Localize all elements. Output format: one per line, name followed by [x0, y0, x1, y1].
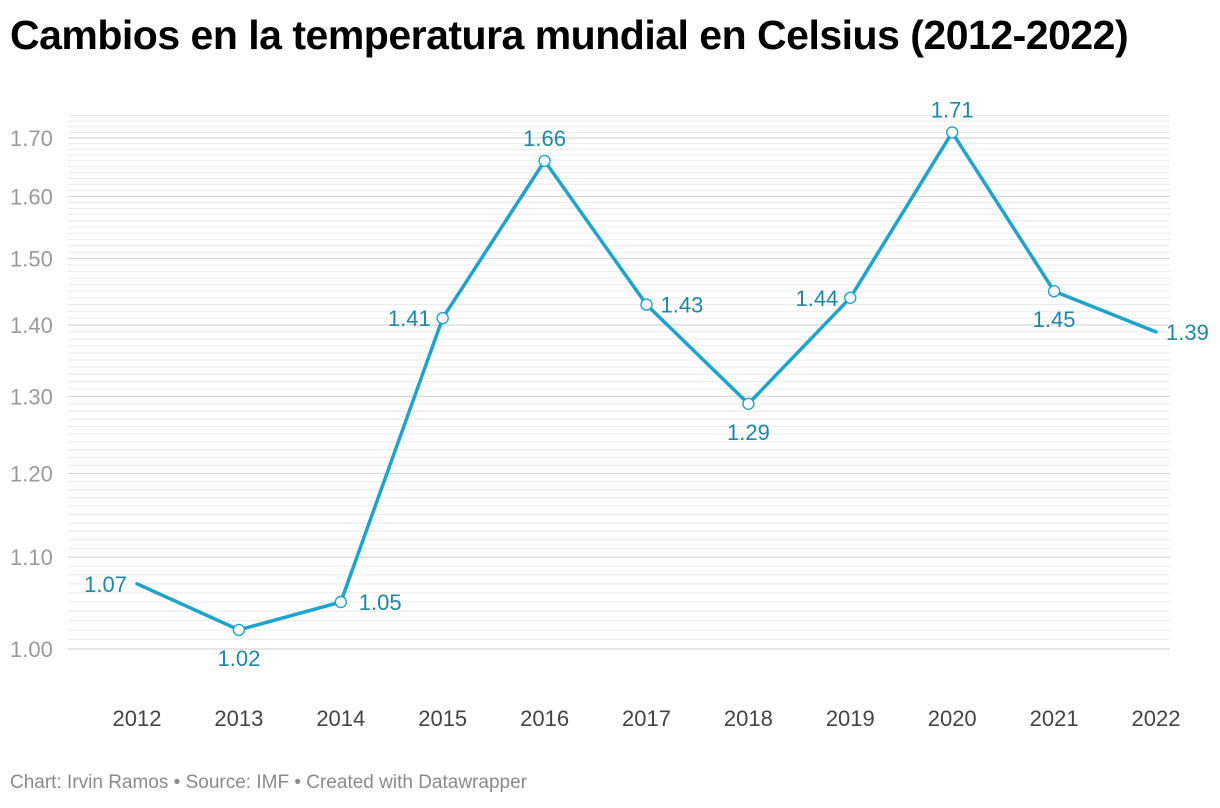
data-label: 1.29 [727, 420, 770, 445]
x-tick-label: 2018 [724, 706, 773, 731]
data-label: 1.05 [359, 590, 402, 615]
data-point [640, 298, 653, 311]
chart-title: Cambios en la temperatura mundial en Cel… [10, 12, 1129, 58]
x-tick-label: 2020 [928, 706, 977, 731]
x-tick-label: 2013 [214, 706, 263, 731]
y-axis: 1.00 1.10 1.20 1.30 1.40 1.50 1.60 1.70 [10, 126, 53, 662]
data-label: 1.07 [84, 572, 127, 597]
data-point [844, 291, 857, 304]
data-label: 1.71 [931, 97, 974, 122]
y-tick-label: 1.70 [10, 126, 53, 151]
chart-credits: Chart: Irvin Ramos • Source: IMF • Creat… [10, 772, 527, 793]
data-point [334, 595, 347, 609]
y-tick-label: 1.50 [10, 247, 53, 272]
data-label: 1.44 [795, 286, 838, 311]
x-tick-label: 2015 [418, 706, 467, 731]
y-tick-label: 1.40 [10, 313, 53, 338]
y-tick-label: 1.10 [10, 545, 53, 570]
data-point [742, 397, 755, 410]
data-label: 1.45 [1033, 307, 1076, 332]
x-tick-label: 2017 [622, 706, 671, 731]
x-tick-label: 2014 [316, 706, 365, 731]
x-tick-label: 2019 [826, 706, 875, 731]
y-tick-label: 1.30 [10, 384, 53, 409]
x-tick-label: 2016 [520, 706, 569, 731]
y-tick-label: 1.20 [10, 461, 53, 486]
data-label: 1.39 [1166, 320, 1209, 345]
x-tick-label: 2022 [1132, 706, 1181, 731]
data-point [1047, 285, 1061, 298]
x-tick-label: 2021 [1030, 706, 1079, 731]
data-point [538, 154, 551, 168]
data-point [436, 311, 449, 325]
data-label: 1.66 [523, 126, 566, 151]
x-axis: 2012 2013 2014 2015 2016 2017 2018 2019 2020 2021… [113, 706, 1181, 731]
data-label: 1.41 [388, 306, 431, 331]
data-labels: 1.07 1.02 1.05 1.41 1.66 1.43 1.29 1.44 1.71 1.45… [84, 97, 1209, 671]
x-tick-label: 2012 [113, 706, 162, 731]
data-point [946, 126, 959, 139]
data-label: 1.02 [217, 646, 260, 671]
data-label: 1.43 [661, 293, 704, 318]
data-points [232, 126, 1061, 637]
y-tick-label: 1.60 [10, 184, 53, 209]
gridlines [68, 115, 1170, 650]
y-tick-label: 1.00 [10, 637, 53, 662]
data-point [232, 623, 246, 637]
